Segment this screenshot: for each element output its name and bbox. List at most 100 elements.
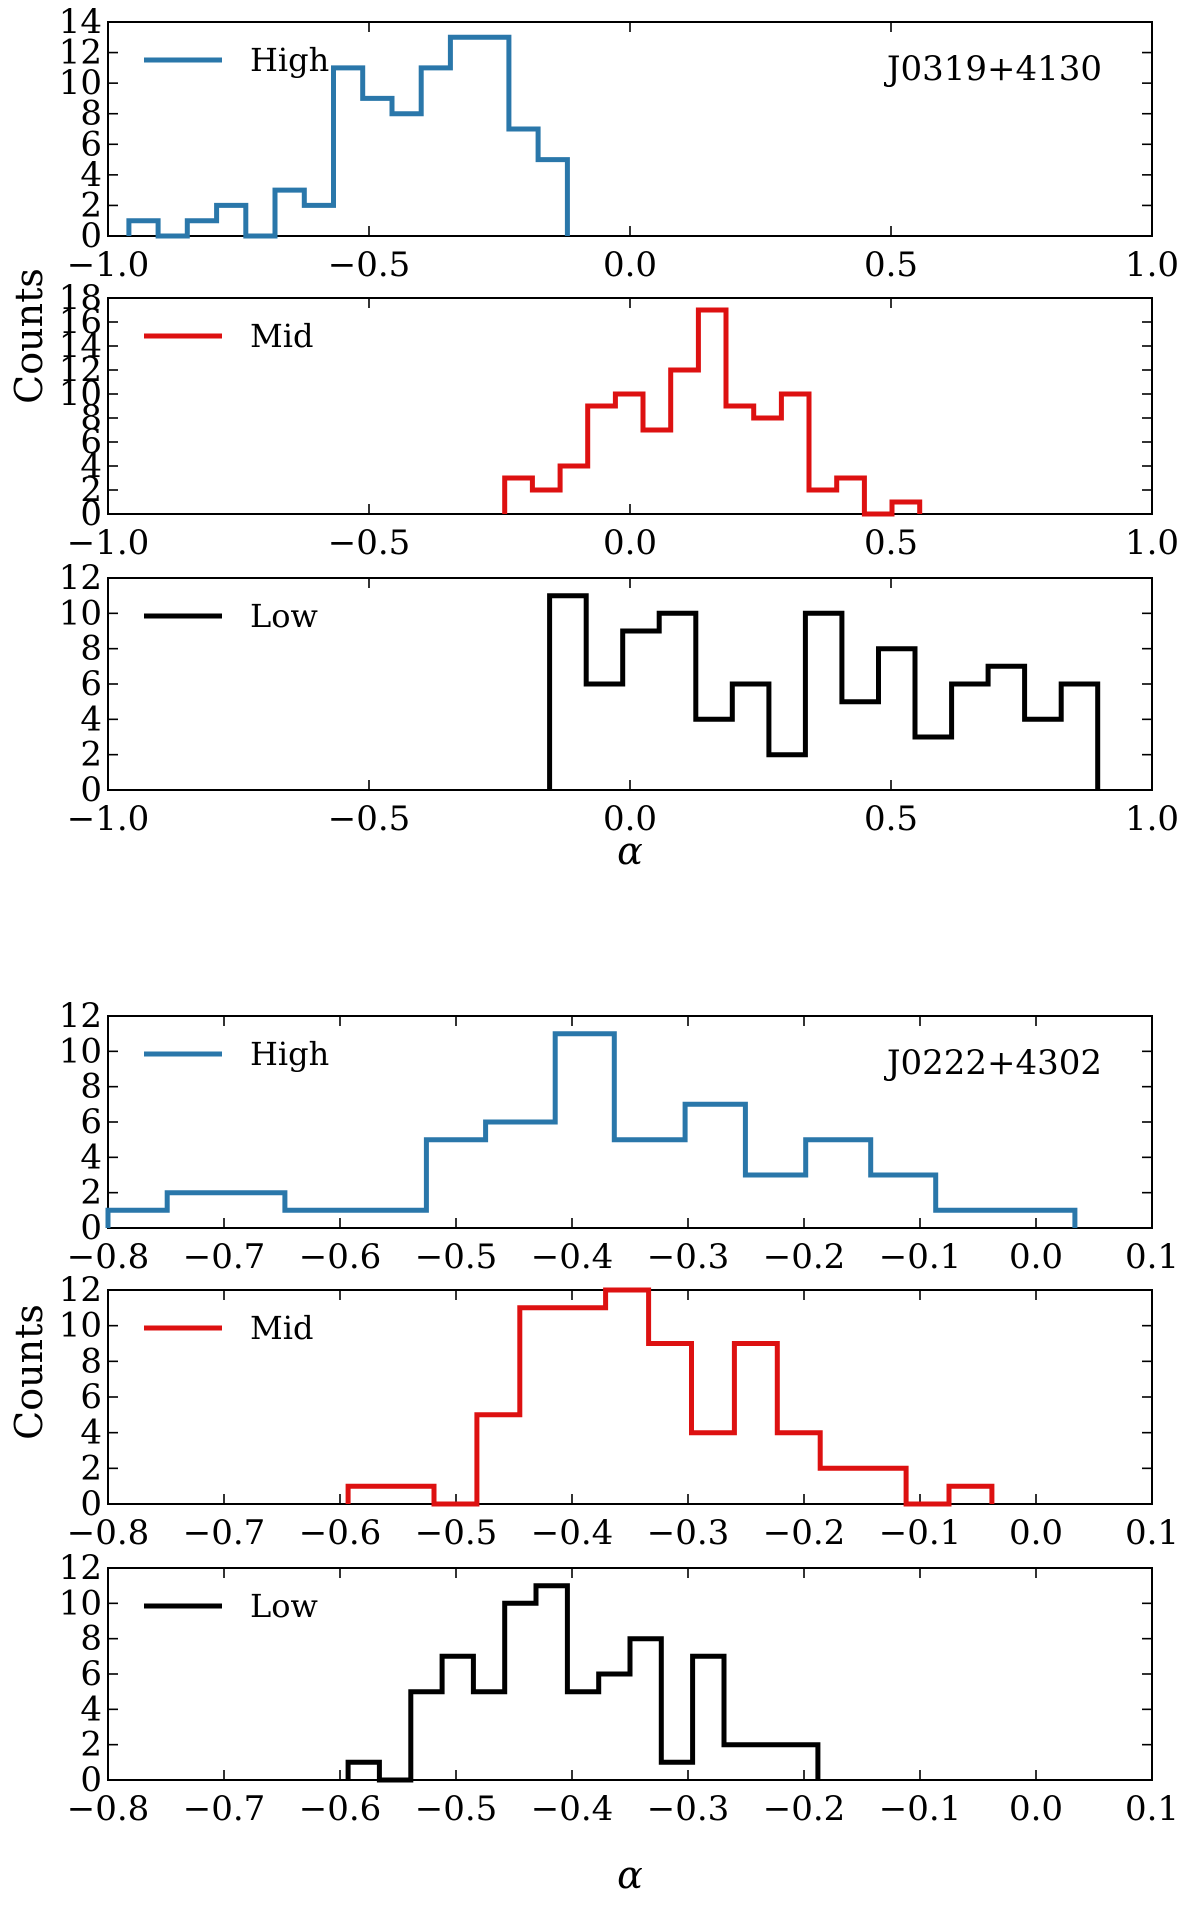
x-tick-label: 0.0 [603,245,657,285]
x-tick-label: −0.3 [647,1513,730,1553]
y-tick-label: 10 [59,374,102,414]
x-tick-label: −0.7 [183,1789,266,1829]
x-tick-label: −0.5 [328,245,411,285]
y-tick-label: 12 [59,1548,102,1588]
x-axis-label: α [617,1853,643,1897]
x-tick-label: 0.0 [1009,1513,1063,1553]
histogram-mid [345,1287,995,1507]
y-tick-label: 0 [80,1208,102,1248]
x-tick-label: −0.1 [879,1513,962,1553]
y-tick-label: 6 [80,664,102,704]
x-tick-label: −0.5 [328,799,411,839]
y-axis-label: Counts [7,268,51,404]
x-tick-label: −1.0 [67,245,150,285]
histogram-low [345,1583,821,1783]
x-tick-label: −0.2 [763,1237,846,1277]
x-tick-label: 1.0 [1125,799,1179,839]
x-tick-label: −1.0 [67,799,150,839]
y-tick-label: 16 [59,302,102,342]
y-tick-label: 14 [59,2,102,42]
x-tick-label: −0.8 [67,1513,150,1553]
x-tick-label: −0.8 [67,1237,150,1277]
y-tick-label: 4 [80,1137,102,1177]
legend-label-low: Low [250,1587,318,1625]
y-tick-label: 12 [59,996,102,1036]
y-tick-label: 2 [80,1173,102,1213]
y-tick-label: 10 [59,593,102,633]
x-tick-label: −0.7 [183,1513,266,1553]
histogram-high [126,34,570,239]
x-tick-label: −0.6 [299,1513,382,1553]
histogram-high [105,1031,1078,1228]
x-tick-label: 0.1 [1125,1789,1179,1829]
y-tick-label: 4 [80,155,102,195]
y-tick-label: 14 [59,326,102,366]
x-tick-label: 0.1 [1125,1237,1179,1277]
y-tick-label: 12 [59,558,102,598]
y-tick-label: 0 [80,770,102,810]
x-tick-label: −0.1 [879,1237,962,1277]
y-tick-label: 12 [59,33,102,73]
y-tick-label: 10 [59,1583,102,1623]
source-annotation: J0222+4302 [884,1043,1102,1083]
y-tick-label: 8 [80,1619,102,1659]
x-tick-label: −0.4 [531,1513,614,1553]
y-tick-label: 4 [80,1413,102,1453]
y-tick-label: 10 [59,1031,102,1071]
y-tick-label: 2 [80,185,102,225]
histogram-mid [502,307,923,517]
x-tick-label: 1.0 [1125,523,1179,563]
x-tick-label: −0.3 [647,1789,730,1829]
x-tick-label: −1.0 [67,523,150,563]
x-tick-label: −0.5 [415,1237,498,1277]
y-tick-label: 12 [59,1270,102,1310]
x-tick-label: −0.6 [299,1237,382,1277]
y-tick-label: 8 [80,1341,102,1381]
x-axis-label: α [617,829,643,873]
y-tick-label: 2 [80,1448,102,1488]
x-tick-label: 0.0 [1009,1789,1063,1829]
y-tick-label: 6 [80,124,102,164]
y-tick-label: 8 [80,1067,102,1107]
x-tick-label: −0.8 [67,1789,150,1829]
x-tick-label: −0.3 [647,1237,730,1277]
y-tick-label: 6 [80,1102,102,1142]
y-tick-label: 4 [80,699,102,739]
x-tick-label: 0.0 [603,523,657,563]
y-tick-label: 0 [80,1484,102,1524]
histogram-low [547,593,1101,790]
y-tick-label: 2 [80,735,102,775]
y-tick-label: 4 [80,1689,102,1729]
x-tick-label: 0.5 [864,245,918,285]
y-tick-label: 8 [80,398,102,438]
x-tick-label: −0.7 [183,1237,266,1277]
y-tick-label: 8 [80,94,102,134]
legend-label-low: Low [250,597,318,635]
x-tick-label: −0.1 [879,1789,962,1829]
y-tick-label: 0 [80,494,102,534]
legend-label-high: High [250,41,329,79]
legend-label-mid: Mid [250,317,313,355]
legend-label-high: High [250,1035,329,1073]
y-tick-label: 2 [80,470,102,510]
y-tick-label: 18 [59,278,102,318]
y-tick-label: 8 [80,629,102,669]
x-tick-label: −0.4 [531,1237,614,1277]
x-tick-label: −0.5 [415,1789,498,1829]
x-tick-label: 0.5 [864,523,918,563]
x-tick-label: −0.4 [531,1789,614,1829]
y-tick-label: 6 [80,1654,102,1694]
y-tick-label: 10 [59,63,102,103]
x-tick-label: 0.1 [1125,1513,1179,1553]
y-tick-label: 6 [80,422,102,462]
y-tick-label: 12 [59,350,102,390]
